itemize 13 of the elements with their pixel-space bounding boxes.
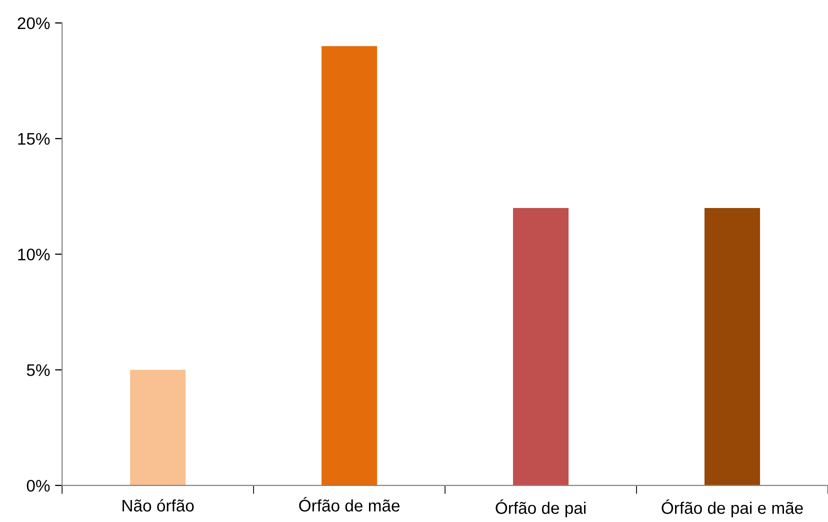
y-tick-label: 10%: [18, 248, 50, 260]
bar: [130, 370, 186, 486]
bar: [513, 208, 569, 486]
x-tick-label: Órfão de pai: [496, 499, 586, 518]
y-tick-label: 0%: [26, 480, 50, 492]
bar: [322, 46, 378, 486]
y-tick-label: 15%: [18, 133, 50, 145]
x-tick-label: Não órfão: [122, 499, 194, 512]
y-tick-label: 5%: [26, 364, 50, 376]
x-tick-label: Órfão de pai e mãe: [662, 499, 803, 518]
x-tick-label: Órfão de mãe: [299, 496, 400, 512]
y-tick-label: 20%: [18, 17, 50, 30]
bar: [704, 208, 760, 486]
